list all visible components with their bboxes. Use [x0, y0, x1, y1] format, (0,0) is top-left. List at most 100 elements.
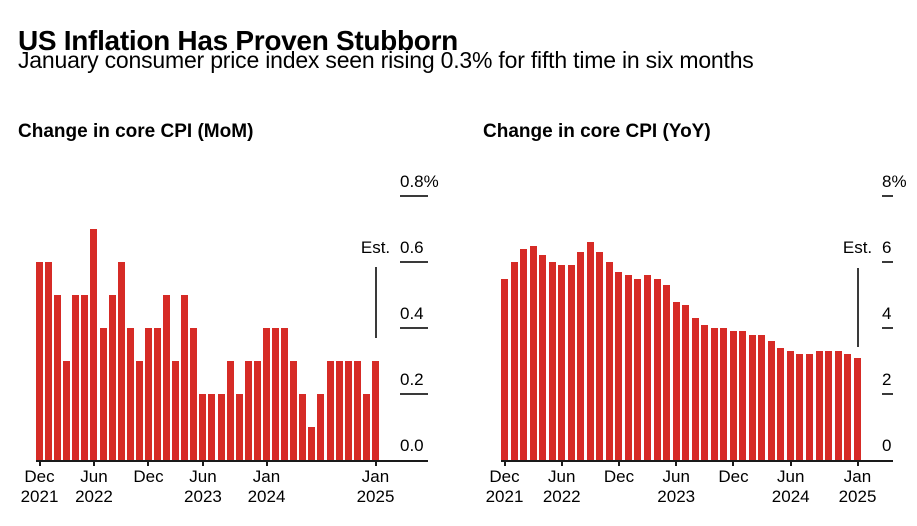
- bar-jul-2023: [682, 304, 690, 460]
- bar-jan-2022: [45, 262, 53, 460]
- bar-oct-2023: [235, 394, 243, 460]
- x-tick-mark: [732, 460, 735, 466]
- bar-jan-2025: [371, 361, 379, 460]
- x-tick-label-month: Dec: [718, 467, 749, 486]
- bar-jan-2022: [510, 262, 518, 460]
- y-tick-label: 8%: [882, 172, 907, 191]
- bar-sep-2024: [335, 361, 343, 460]
- x-tick-mark: [617, 460, 620, 466]
- bar-mar-2023: [172, 361, 180, 460]
- bar-oct-2024: [344, 361, 352, 460]
- bar-dec-2023: [729, 331, 737, 460]
- bar-jan-2024: [262, 328, 270, 460]
- bar-aug-2023: [691, 318, 699, 460]
- estimate-line: [374, 267, 377, 338]
- bar-oct-2024: [825, 351, 833, 460]
- bar-oct-2022: [126, 328, 134, 460]
- bar-nov-2024: [834, 351, 842, 460]
- bar-sep-2022: [117, 262, 125, 460]
- page-subtitle: January consumer price index seen rising…: [18, 47, 754, 73]
- bar-nov-2023: [720, 328, 728, 460]
- x-tick-mark: [560, 460, 563, 466]
- bar-jul-2024: [317, 394, 325, 460]
- y-tick-dash: [882, 261, 893, 263]
- y-tick-label: 0.2: [400, 370, 424, 389]
- bar-apr-2022: [539, 255, 547, 460]
- bar-mar-2022: [63, 361, 71, 460]
- x-tick-mark: [789, 460, 792, 466]
- bar-nov-2024: [353, 361, 361, 460]
- x-tick-label-year: 2023: [184, 487, 222, 506]
- bar-oct-2023: [710, 328, 718, 460]
- bar-mar-2024: [758, 334, 766, 460]
- x-tick-label-month: Jan: [843, 467, 872, 486]
- y-tick-dash: [400, 327, 428, 329]
- x-tick-label-year: 2025: [356, 487, 395, 506]
- bar-nov-2023: [244, 361, 252, 460]
- bar-sep-2024: [815, 351, 823, 460]
- x-tick-mark: [856, 460, 859, 466]
- bar-dec-2024: [844, 354, 852, 460]
- x-tick-mark: [38, 460, 41, 466]
- x-tick-mark: [265, 460, 268, 466]
- bar-aug-2022: [108, 295, 116, 460]
- x-tick-mark: [675, 460, 678, 466]
- bar-jun-2023: [672, 301, 680, 460]
- x-tick-mark: [503, 460, 506, 466]
- bar-dec-2024: [362, 394, 370, 460]
- bar-feb-2024: [748, 334, 756, 460]
- bar-mar-2023: [643, 275, 651, 460]
- x-tick-label-month: Jun: [776, 467, 805, 486]
- x-tick-label-month: Jan: [252, 467, 281, 486]
- bar-jan-2023: [154, 328, 162, 460]
- y-tick-dash: [400, 393, 428, 395]
- bar-jun-2022: [558, 265, 566, 460]
- bar-aug-2024: [326, 361, 334, 460]
- x-tick-label-year: 2022: [75, 487, 113, 506]
- bar-feb-2023: [634, 278, 642, 460]
- y-tick-label: 0.6: [400, 238, 424, 257]
- x-tick-label-month: Jun: [548, 467, 576, 486]
- bar-aug-2024: [806, 354, 813, 460]
- bar-jun-2024: [308, 427, 316, 460]
- bar-sep-2023: [701, 324, 709, 460]
- bar-may-2022: [81, 295, 89, 460]
- x-axis-baseline: [501, 460, 893, 462]
- y-tick-dash: [400, 195, 428, 197]
- bar-apr-2024: [767, 341, 775, 460]
- estimate-label: Est.: [360, 238, 391, 257]
- bar-nov-2022: [135, 361, 143, 460]
- y-tick-label: 6: [882, 238, 892, 257]
- y-tick-label: 0.4: [400, 304, 424, 323]
- bar-sep-2022: [586, 242, 594, 460]
- bar-feb-2022: [520, 248, 528, 460]
- bar-apr-2024: [290, 361, 298, 460]
- y-tick-dash: [882, 327, 893, 329]
- x-tick-label-month: Jun: [189, 467, 217, 486]
- x-tick-label-year: 2022: [542, 487, 581, 506]
- bar-jul-2022: [99, 328, 107, 460]
- bar-jun-2023: [199, 394, 207, 460]
- x-tick-label-month: Jun: [80, 467, 108, 486]
- bar-dec-2021: [501, 278, 508, 460]
- x-tick-mark: [92, 460, 95, 466]
- bar-apr-2022: [72, 295, 80, 460]
- bar-jul-2024: [796, 354, 804, 460]
- x-tick-label-year: 2025: [838, 487, 877, 506]
- bars-group-yoy: [501, 196, 861, 460]
- y-tick-label: 2: [882, 370, 892, 389]
- x-tick-label-year: 2023: [657, 487, 696, 506]
- bar-feb-2022: [54, 295, 62, 460]
- estimate-line: [856, 268, 859, 347]
- bar-apr-2023: [181, 295, 189, 460]
- x-tick-label-month: Dec: [489, 467, 520, 486]
- bar-may-2024: [777, 347, 785, 460]
- y-tick-dash: [882, 195, 893, 197]
- x-tick-label-month: Dec: [603, 467, 635, 486]
- bar-aug-2023: [217, 394, 225, 460]
- x-axis-baseline: [36, 460, 428, 462]
- bar-mar-2022: [529, 245, 537, 460]
- x-tick-label-month: Jan: [361, 467, 390, 486]
- bar-aug-2022: [577, 252, 585, 460]
